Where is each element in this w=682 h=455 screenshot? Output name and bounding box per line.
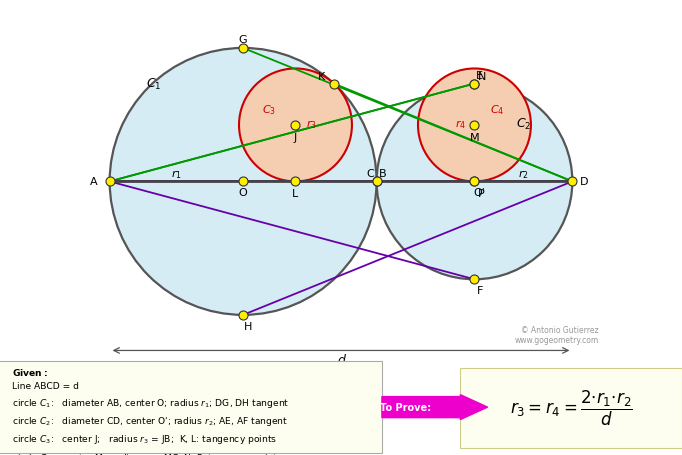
Text: G: G (239, 35, 248, 45)
Text: © Antonio Gutierrez
www.gogeometry.com: © Antonio Gutierrez www.gogeometry.com (515, 325, 599, 344)
Text: H: H (244, 321, 252, 331)
Text: $C_1$: $C_1$ (147, 77, 162, 92)
Text: $r_3$: $r_3$ (306, 117, 317, 130)
Text: $C_2$: $C_2$ (516, 117, 531, 132)
Text: J: J (294, 133, 297, 143)
Text: d: d (337, 353, 345, 366)
FancyBboxPatch shape (460, 368, 682, 448)
Circle shape (110, 49, 376, 315)
FancyArrow shape (382, 395, 488, 420)
Text: N: N (477, 72, 486, 82)
Text: K: K (318, 72, 325, 82)
FancyBboxPatch shape (0, 361, 382, 453)
Text: O: O (239, 187, 248, 197)
Text: C: C (366, 168, 374, 178)
Text: $C_4$: $C_4$ (490, 103, 504, 116)
Text: B: B (379, 168, 387, 178)
Text: O': O' (473, 187, 485, 197)
Circle shape (376, 84, 572, 280)
Circle shape (418, 69, 531, 182)
Text: E: E (476, 71, 484, 81)
Text: $r_2$: $r_2$ (518, 167, 529, 180)
Text: $C_3$: $C_3$ (262, 103, 276, 116)
Text: P: P (478, 188, 485, 198)
Text: M: M (470, 133, 479, 143)
Circle shape (239, 69, 352, 182)
Text: F: F (477, 285, 483, 295)
Text: $\bf{Given:}$
Line ABCD = d
circle $C_1$:   diameter AB, center O; radius $r_1$;: $\bf{Given:}$ Line ABCD = d circle $C_1$… (12, 366, 290, 455)
Text: A: A (89, 177, 98, 187)
Text: $r_4$: $r_4$ (455, 117, 466, 130)
Text: $r_3 = r_4 = \dfrac{2{\cdot}r_1{\cdot}r_2}{d}$: $r_3 = r_4 = \dfrac{2{\cdot}r_1{\cdot}r_… (510, 388, 633, 427)
Text: L: L (293, 188, 299, 198)
Text: To Prove:: To Prove: (381, 402, 431, 412)
Text: $r_1$: $r_1$ (171, 167, 182, 180)
Text: D: D (580, 177, 588, 187)
